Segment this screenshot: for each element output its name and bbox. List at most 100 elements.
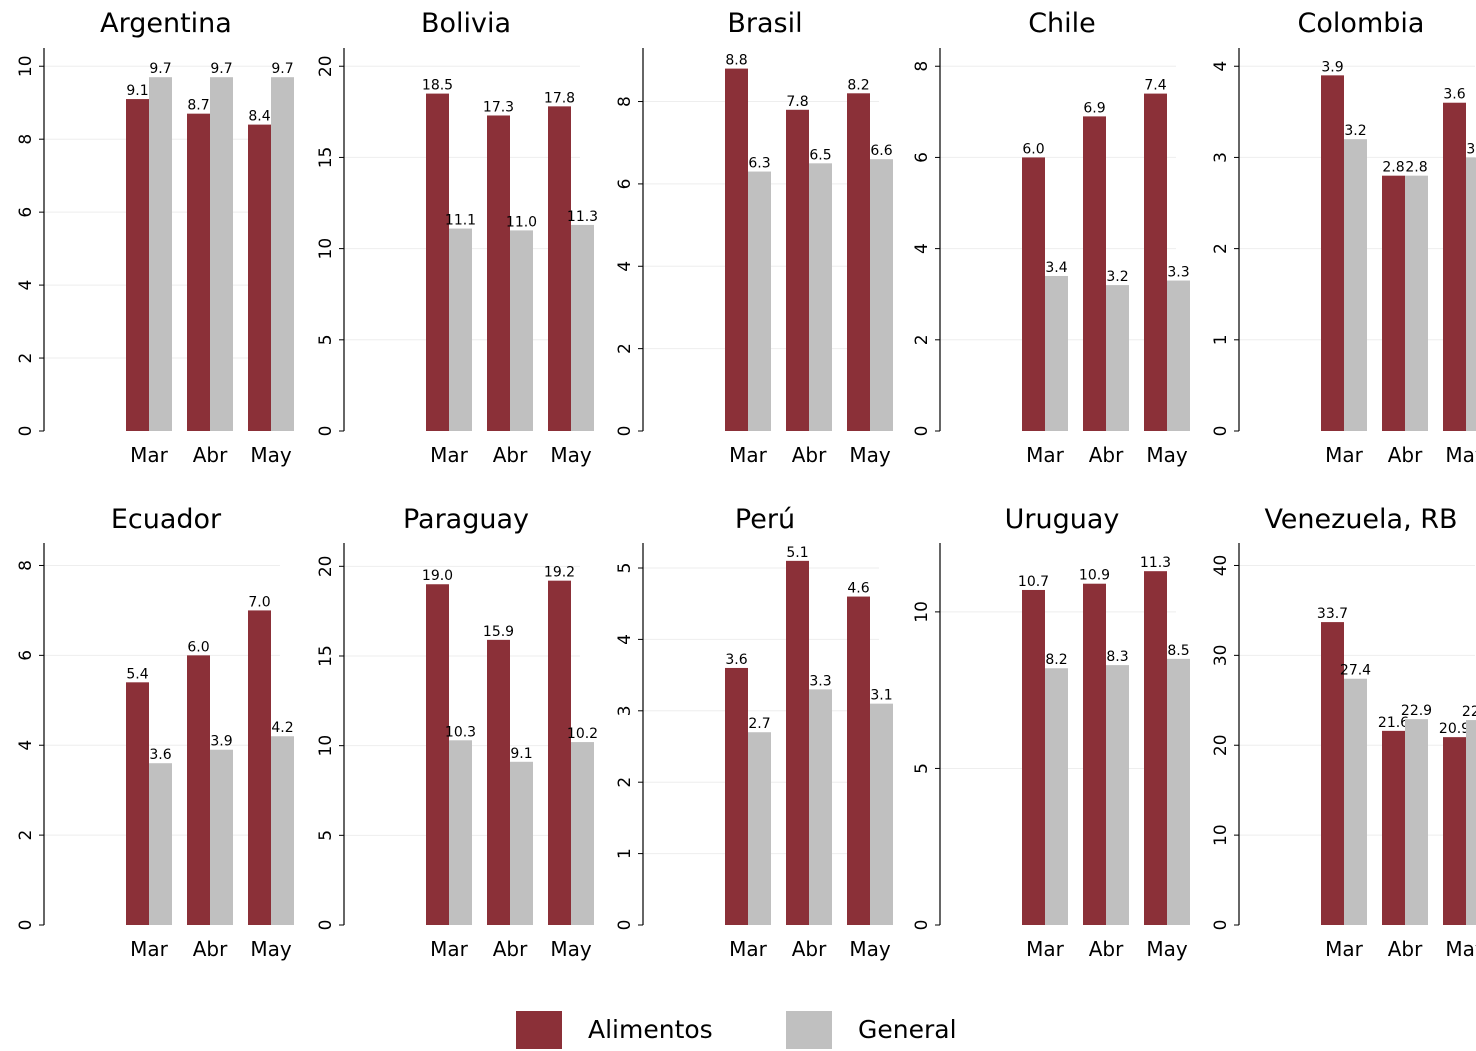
data-label-general: 4.2 [271, 720, 293, 736]
panel-title: Perú [735, 504, 795, 535]
x-tick-label: Mar [430, 443, 469, 467]
y-tick-label: 8 [615, 96, 635, 107]
panel-paraguay: Paraguay 0 5 10 15 20 19.0 15.9 19.2 10.3 9.1 10.2 M… [316, 504, 598, 961]
data-label-alimentos: 9.1 [126, 83, 148, 99]
x-tick-label: May [250, 937, 292, 961]
x-tick-label: May [1146, 937, 1188, 961]
y-tick-label: 2 [912, 334, 932, 345]
bar-alimentos-mar [1321, 622, 1344, 925]
bar-alimentos-mar [1321, 75, 1344, 431]
y-tick-label: 4 [16, 740, 36, 751]
data-label-general: 3.2 [1344, 123, 1366, 139]
x-tick-label: Abr [493, 937, 528, 961]
x-tick-label: May [1146, 443, 1188, 467]
panel-venezuela-rb: Venezuela, RB 0 10 20 30 40 33.7 21.6 20.9 27.4 22… [1211, 504, 1476, 961]
y-tick-label: 0 [912, 920, 932, 931]
data-label-alimentos: 10.7 [1018, 574, 1049, 590]
y-tick-label: 5 [615, 563, 635, 574]
legend-label-alimentos: Alimentos [588, 1015, 713, 1044]
x-tick-label: Abr [792, 443, 827, 467]
x-tick-label: May [849, 937, 891, 961]
data-label-general: 3.3 [809, 673, 831, 689]
bar-alimentos-mar [725, 667, 748, 925]
data-label-general: 8.3 [1106, 649, 1128, 665]
x-tick-label: Mar [130, 443, 169, 467]
data-label-alimentos: 33.7 [1317, 606, 1348, 622]
y-tick-label: 0 [615, 920, 635, 931]
bar-alimentos-may [1144, 93, 1167, 431]
y-tick-label: 2 [16, 353, 36, 364]
data-label-general: 2.7 [748, 716, 770, 732]
y-tick-label: 6 [912, 152, 932, 163]
x-tick-label: May [250, 443, 292, 467]
bar-general-abr [210, 77, 233, 431]
data-label-alimentos: 7.4 [1144, 78, 1166, 94]
data-label-alimentos: 3.6 [1443, 87, 1465, 103]
bar-alimentos-may [847, 596, 870, 925]
data-label-general: 22.8 [1462, 704, 1476, 720]
bar-general-may [1167, 280, 1190, 431]
y-tick-label: 0 [1211, 920, 1231, 931]
y-tick-label: 1 [1211, 334, 1231, 345]
data-label-alimentos: 19.0 [422, 568, 453, 584]
panel-ecuador: Ecuador 0 2 4 6 8 5.4 6.0 7.0 3.6 3.9 4.2 Mar Abr May [16, 504, 294, 961]
y-tick-label: 2 [615, 777, 635, 788]
bar-alimentos-may [1443, 737, 1466, 925]
x-tick-label: Mar [1026, 443, 1065, 467]
panel-bolivia: Bolivia 0 5 10 15 20 18.5 17.3 17.8 11.1 11.0 11.3 M… [316, 8, 598, 467]
y-tick-label: 5 [316, 830, 336, 841]
bar-general-may [870, 703, 893, 925]
panel-title: Bolivia [421, 8, 511, 39]
bar-alimentos-mar [1022, 157, 1045, 431]
y-tick-label: 10 [1211, 824, 1231, 846]
data-label-alimentos: 4.6 [847, 581, 869, 597]
panel-title: Argentina [100, 8, 232, 39]
data-label-general: 9.7 [149, 61, 171, 77]
data-label-general: 3.3 [1167, 265, 1189, 281]
x-tick-label: Mar [1325, 443, 1364, 467]
data-label-alimentos: 17.8 [544, 90, 575, 106]
y-tick-label: 5 [912, 763, 932, 774]
data-label-general: 27.4 [1340, 663, 1371, 679]
y-tick-label: 0 [1211, 426, 1231, 437]
data-label-alimentos: 7.8 [786, 94, 808, 110]
data-label-general: 9.1 [510, 746, 532, 762]
data-label-general: 3.9 [210, 734, 232, 750]
legend-label-general: General [858, 1015, 957, 1044]
bar-alimentos-may [248, 610, 271, 925]
data-label-general: 22.9 [1401, 703, 1432, 719]
x-tick-label: May [550, 443, 592, 467]
bar-general-mar [1344, 139, 1367, 431]
y-tick-label: 4 [16, 280, 36, 291]
data-label-alimentos: 18.5 [422, 78, 453, 94]
y-tick-label: 8 [912, 61, 932, 72]
y-tick-label: 2 [16, 830, 36, 841]
x-tick-label: Mar [729, 937, 768, 961]
data-label-alimentos: 17.3 [483, 99, 514, 115]
bar-general-mar [1045, 668, 1068, 925]
y-tick-label: 0 [316, 920, 336, 931]
data-label-alimentos: 5.4 [126, 666, 148, 682]
y-tick-label: 0 [16, 920, 36, 931]
y-tick-label: 10 [316, 735, 336, 757]
y-tick-label: 20 [1211, 734, 1231, 756]
x-tick-label: May [1445, 937, 1476, 961]
data-label-general: 8.5 [1167, 643, 1189, 659]
x-tick-label: Abr [193, 937, 228, 961]
bar-general-may [571, 742, 594, 925]
y-tick-label: 3 [615, 705, 635, 716]
bar-alimentos-may [548, 106, 571, 431]
panel-colombia: Colombia 0 1 2 3 4 3.9 2.8 3.6 3.2 2.8 3.0 Mar Abr May [1211, 8, 1476, 467]
bar-alimentos-abr [1083, 116, 1106, 432]
bar-alimentos-abr [187, 655, 210, 925]
bar-alimentos-mar [426, 584, 449, 925]
chart-legend: Alimentos General [0, 1008, 1476, 1051]
data-label-alimentos: 6.0 [187, 639, 209, 655]
data-label-general: 3.0 [1466, 141, 1476, 157]
y-tick-label: 2 [615, 343, 635, 354]
panel-title: Colombia [1298, 8, 1425, 39]
bar-general-mar [1045, 275, 1068, 431]
bar-general-mar [748, 171, 771, 431]
bar-general-abr [1106, 665, 1129, 925]
